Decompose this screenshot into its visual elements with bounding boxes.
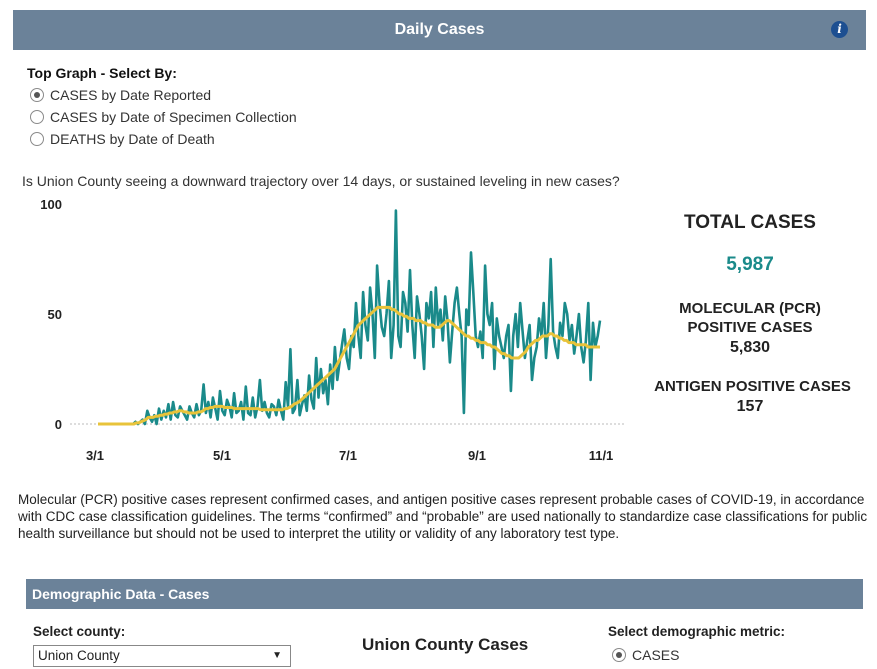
chevron-down-icon: ▼ (272, 650, 282, 661)
total-cases-value: 5,987 (726, 254, 774, 275)
radio-label: CASES by Date of Specimen Collection (50, 109, 297, 125)
demographic-data-header: Demographic Data - Cases (26, 579, 863, 609)
radio-deaths-date-of-death[interactable]: DEATHS by Date of Death (30, 131, 215, 147)
radio-button[interactable] (30, 110, 44, 124)
moving-average-line (98, 305, 600, 426)
x-tick-label: 9/1 (468, 448, 486, 463)
pcr-label-line2: POSITIVE CASES (687, 319, 813, 336)
radio-button-selected[interactable] (30, 88, 44, 102)
header-title: Daily Cases (394, 21, 485, 38)
x-tick-label: 3/1 (86, 448, 104, 463)
antigen-value: 157 (736, 398, 764, 415)
x-tick-label: 11/1 (589, 448, 614, 463)
radio-metric-cases[interactable]: CASES (612, 647, 679, 663)
daily-cases-chart: 100 50 0 3/1 5/1 7/1 9/1 11/1 (40, 197, 625, 463)
county-select-value: Union County (38, 648, 120, 663)
case-classification-note: Molecular (PCR) positive cases represent… (18, 492, 868, 541)
select-by-title: Top Graph - Select By: (27, 65, 177, 81)
pcr-value: 5,830 (729, 339, 771, 356)
radio-button-selected[interactable] (612, 648, 626, 662)
info-icon[interactable]: i (831, 21, 848, 38)
radio-label: DEATHS by Date of Death (50, 131, 215, 147)
y-tick-label: 50 (48, 307, 62, 322)
radio-label: CASES by Date Reported (50, 87, 212, 103)
x-tick-label: 7/1 (339, 448, 357, 463)
radio-cases-date-reported[interactable]: CASES by Date Reported (30, 87, 211, 103)
total-cases-label: TOTAL CASES (684, 212, 816, 233)
pcr-label-line1: MOLECULAR (PCR) (679, 300, 821, 317)
radio-button[interactable] (30, 132, 44, 146)
trajectory-question: Is Union County seeing a downward trajec… (22, 173, 620, 189)
radio-label: CASES (632, 647, 680, 663)
county-select[interactable]: Union County ▼ (33, 645, 291, 667)
county-select-label: Select county: (33, 624, 126, 639)
demographic-chart-title: Union County Cases (362, 635, 529, 654)
daily-cases-line (98, 209, 602, 426)
radio-cases-specimen-collection[interactable]: CASES by Date of Specimen Collection (30, 109, 297, 125)
daily-cases-header: Daily Cases i (13, 10, 866, 50)
y-tick-label: 100 (40, 197, 62, 212)
metric-select-label: Select demographic metric: (608, 624, 786, 639)
x-tick-label: 5/1 (213, 448, 231, 463)
antigen-label: ANTIGEN POSITIVE CASES (654, 378, 851, 395)
y-tick-label: 0 (55, 417, 62, 432)
